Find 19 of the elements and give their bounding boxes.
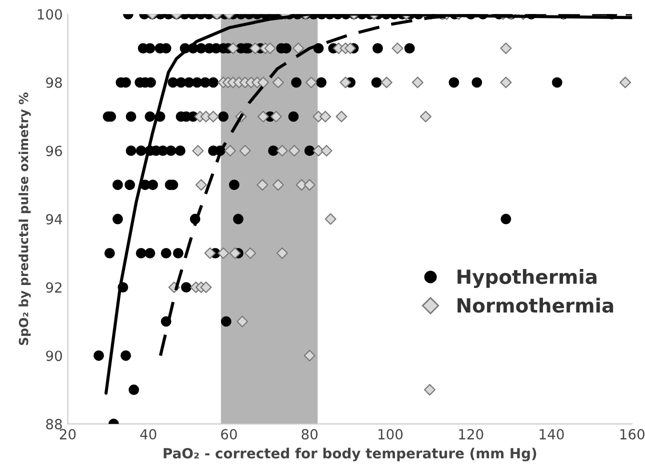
x-tick-label: 140 [540,429,564,440]
x-axis-title: PaO₂ - corrected for body temperature (mm Hg) [164,448,536,462]
legend-label: Normothermia [458,298,614,313]
x-tick-label: 160 [620,429,644,440]
y-tick-label: 96 [46,146,62,156]
y-tick-label: 90 [46,350,62,362]
legend-label: Hypothermia [458,269,596,288]
y-tick-label: 98 [46,77,62,88]
x-tick-label: 20 [60,429,76,440]
x-tick-label: 80 [302,429,318,440]
x-tick-label: 120 [459,429,484,440]
x-tick-label: 100 [378,429,403,440]
y-tick-label: 100 [38,9,62,20]
y-tick-label: 88 [46,418,62,430]
y-tick-label: 94 [46,214,62,224]
y-axis-title: SpO₂ by preductal pulse oximetry % [18,92,31,345]
y-tick-label: 92 [46,282,62,293]
x-tick-label: 60 [221,429,237,440]
x-tick-label: 40 [140,429,156,440]
